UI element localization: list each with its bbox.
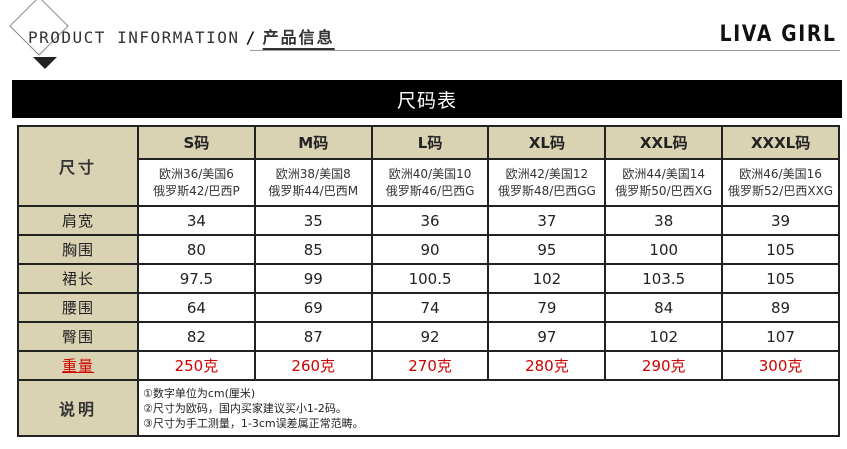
table-row: 裙长 97.5 99 100.5 102 103.5 105 [17,263,840,294]
conversion-line: 俄罗斯42/巴西P [153,183,240,198]
note-line: ③尺寸为手工测量，1-3cm误差属正常范畴。 [143,416,364,430]
header-rule [250,50,840,51]
conversion-line: 俄罗斯50/巴西XG [615,183,713,198]
conversion-line: 欧洲44/美国14 [622,166,706,181]
notes-row: 说明 ①数字单位为cm(厘米) ②尺寸为欧码，国内买家建议买小1-2码。 ③尺寸… [17,379,840,437]
table-cell: 260克 [253,350,373,381]
conversion-line: 欧洲42/美国12 [505,166,589,181]
size-conversion-cell: 欧洲44/美国14 俄罗斯50/巴西XG [604,158,724,207]
table-cell: 90 [370,234,490,265]
size-conversion-cell: 欧洲38/美国8 俄罗斯44/巴西M [253,158,373,207]
brand-logo: LIVA GIRL [720,22,837,47]
table-row: 腰围 64 69 74 79 84 89 [17,292,840,323]
row-label: 腰围 [17,292,139,323]
size-name: M码 [253,125,373,160]
table-cell: 79 [487,292,607,323]
conversion-line: 俄罗斯52/巴西XXG [728,183,834,198]
size-name: XXL码 [604,125,724,160]
table-cell: 95 [487,234,607,265]
table-cell: 85 [253,234,373,265]
size-name: XL码 [487,125,607,160]
size-header-row: 尺寸 S码 M码 L码 XL码 XXL码 XXXL码 [17,125,840,207]
size-conversion-row: 欧洲36/美国6 俄罗斯42/巴西P 欧洲38/美国8 俄罗斯44/巴西M 欧洲40… [18,158,840,207]
table-cell: 38 [604,205,724,236]
header: PRODUCT INFORMATION / 产品信息 LIVA GIRL [0,0,847,75]
table-cell: 84 [604,292,724,323]
table-cell: 82 [137,321,256,352]
table-cell: 89 [721,292,840,323]
chinese-title: 产品信息 [262,28,335,47]
heading-slash: / [245,28,257,47]
row-label: 重量 [17,350,139,381]
table-cell: 300克 [721,350,840,381]
table-cell: 102 [604,321,724,352]
table-cell: 250克 [137,350,256,381]
table-cell: 97.5 [137,263,256,294]
table-row: 肩宽 34 35 36 37 38 39 [17,205,840,236]
size-name: S码 [137,125,256,160]
table-cell: 100.5 [370,263,490,294]
table-cell: 64 [137,292,256,323]
down-arrow-icon [33,57,57,69]
table-cell: 92 [370,321,490,352]
table-cell: 74 [370,292,490,323]
table-cell: 35 [253,205,373,236]
table-cell: 39 [721,205,840,236]
table-cell: 103.5 [604,263,724,294]
weight-row: 重量 250克 260克 270克 280克 290克 300克 [17,350,840,381]
table-row: 臀围 82 87 92 97 102 107 [17,321,840,352]
table-cell: 80 [137,234,256,265]
row-label: 胸围 [17,234,139,265]
notes-label: 说明 [17,379,139,437]
size-conversion-cell: 欧洲36/美国6 俄罗斯42/巴西P [137,158,256,207]
notes-content: ①数字单位为cm(厘米) ②尺寸为欧码，国内买家建议买小1-2码。 ③尺寸为手工… [137,379,840,437]
table-cell: 34 [137,205,256,236]
table-cell: 290克 [604,350,724,381]
size-chart-title: 尺码表 [396,90,457,112]
corner-label: 尺寸 [17,125,139,207]
table-cell: 97 [487,321,607,352]
table-row: 胸围 80 85 90 95 100 105 [17,234,840,265]
table-cell: 99 [253,263,373,294]
table-cell: 105 [721,263,840,294]
product-info-label: PRODUCT INFORMATION [28,28,240,47]
row-label: 肩宽 [17,205,139,236]
conversion-line: 欧洲36/美国6 [158,166,234,181]
row-label: 裙长 [17,263,139,294]
note-line: ①数字单位为cm(厘米) [143,386,256,400]
size-name: XXXL码 [721,125,840,160]
table-cell: 105 [721,234,840,265]
table-cell: 36 [370,205,490,236]
conversion-line: 俄罗斯46/巴西G [385,183,475,198]
conversion-line: 俄罗斯44/巴西M [268,183,359,198]
conversion-line: 俄罗斯48/巴西GG [497,183,596,198]
size-table: 尺寸 S码 M码 L码 XL码 XXL码 XXXL码 欧洲36/美国6 俄罗斯42… [17,125,840,437]
note-line: ②尺寸为欧码，国内买家建议买小1-2码。 [143,401,347,415]
size-name: L码 [370,125,490,160]
table-cell: 270克 [370,350,490,381]
table-cell: 69 [253,292,373,323]
table-cell: 100 [604,234,724,265]
size-conversion-cell: 欧洲40/美国10 俄罗斯46/巴西G [370,158,490,207]
size-conversion-cell: 欧洲42/美国12 俄罗斯48/巴西GG [487,158,607,207]
size-conversion-cell: 欧洲46/美国16 俄罗斯52/巴西XXG [721,158,840,207]
table-cell: 107 [721,321,840,352]
conversion-line: 欧洲40/美国10 [388,166,472,181]
table-cell: 37 [487,205,607,236]
table-cell: 280克 [487,350,607,381]
product-information-heading: PRODUCT INFORMATION / 产品信息 [28,24,335,48]
conversion-line: 欧洲38/美国8 [275,166,351,181]
size-chart-title-bar: 尺码表 [12,80,842,118]
conversion-line: 欧洲46/美国16 [739,166,822,181]
table-cell: 102 [487,263,607,294]
table-cell: 87 [253,321,373,352]
row-label: 臀围 [17,321,139,352]
